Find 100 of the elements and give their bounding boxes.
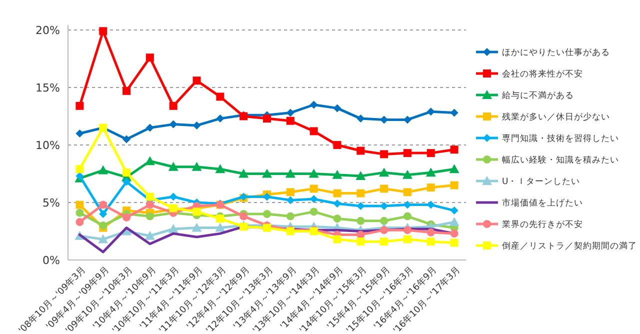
point [286,212,294,220]
point [426,228,435,236]
point [146,200,154,209]
point [449,164,460,174]
point [356,189,365,198]
point [122,86,131,95]
point [146,124,154,132]
point [263,210,271,218]
point [168,224,178,233]
point [192,162,202,171]
point [333,189,342,198]
point [308,168,319,178]
point [169,102,178,110]
legend-label: 専門知識・技術を習得したい [502,132,619,144]
point [356,216,365,225]
legend-label: 幅広い経験・知識を積みたい [502,154,619,166]
point [356,238,365,246]
point [192,222,202,232]
point [144,156,155,166]
point [380,238,388,246]
point [449,217,460,226]
point [310,184,318,193]
point [380,150,388,158]
point [310,195,318,204]
point [333,235,342,244]
point [263,224,271,232]
point [76,218,84,226]
point [240,212,248,220]
point [426,149,435,158]
point [356,114,365,123]
point [263,114,271,123]
y-tick-label: 0% [42,254,60,267]
point [450,146,458,154]
point [426,238,435,246]
point [310,208,318,216]
point [76,130,84,138]
point [286,188,294,196]
point [146,212,154,220]
point [286,196,294,204]
point [403,226,412,234]
point [98,234,108,244]
point [450,108,458,117]
point [76,208,84,217]
point [263,192,271,201]
point [450,230,458,238]
point [403,188,412,196]
point [192,76,201,85]
point [216,92,224,101]
point [403,212,412,220]
point [146,54,154,62]
legend-label: 残業が多い／休日が少ない [502,111,610,122]
point [333,200,342,208]
point [216,214,224,223]
point [216,114,224,123]
point [238,168,249,178]
y-tick-label: 15% [36,81,60,94]
point [310,100,318,109]
point [333,104,342,112]
point [356,230,365,239]
point [286,116,294,125]
point [450,181,458,190]
point [332,170,342,179]
point [76,200,84,209]
point [333,214,342,223]
point [285,168,296,178]
point [99,27,108,36]
point [122,135,131,144]
point [310,127,318,136]
point [76,102,84,110]
y-tick-label: 20% [36,24,60,37]
point [402,170,412,179]
point [380,226,388,234]
point [169,192,178,201]
legend-label: 倒産／リストラ／契約期間の満了 [502,240,637,252]
point [168,162,178,171]
point [122,168,131,177]
point [76,165,84,174]
point [286,108,294,117]
legend-label: 業界の先行きが不安 [502,218,583,230]
point [450,238,458,247]
legend-label: ほかにやりたい仕事がある [502,46,610,58]
point [98,165,108,174]
legend-label: 給与に不満がある [501,90,574,101]
point [99,222,108,230]
point [403,235,412,244]
point [262,168,272,178]
point [356,202,365,210]
point [403,149,412,158]
point [99,210,108,218]
point [144,230,155,240]
point [426,108,435,116]
point [122,178,131,186]
point [99,200,108,209]
point [215,164,226,174]
point [426,168,436,177]
y-tick-label: 10% [36,138,60,152]
point [333,141,342,149]
point [122,213,131,222]
legend-label: 市場価値を上げたい [502,197,583,208]
point [380,184,388,193]
